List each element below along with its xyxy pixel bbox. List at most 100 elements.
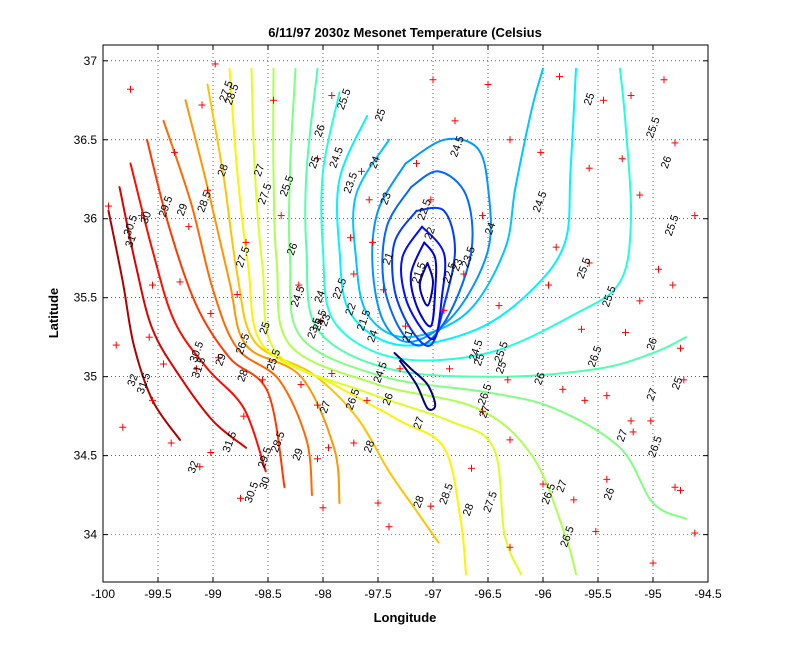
station-marker [545, 281, 552, 289]
y-tick-label: 36.5 [74, 133, 98, 147]
contour-label: 29 [175, 202, 190, 218]
contour-label: 28 [461, 502, 476, 518]
y-axis-ticks: 34 34.5 35 35.5 36 36.5 37 [74, 54, 708, 542]
station-marker [314, 455, 321, 463]
contour-label: 23 [378, 191, 393, 207]
contour-line [146, 138, 286, 489]
station-marker [556, 73, 563, 81]
station-marker [380, 286, 387, 294]
station-marker [270, 96, 277, 104]
x-tick-label: -95.5 [584, 587, 612, 601]
station-marker [629, 428, 637, 436]
contour-label: 31 [123, 234, 138, 250]
contour-label: 32 [125, 373, 140, 389]
contour-label: 28 [362, 439, 377, 455]
contour-line [206, 83, 440, 544]
contour-line [320, 67, 633, 362]
station-marker [160, 360, 167, 368]
contour-line [391, 206, 456, 347]
station-marker [167, 439, 175, 447]
station-marker [211, 60, 219, 68]
plot-frame [102, 44, 709, 583]
contour-label: 32 [186, 459, 201, 475]
contour-label: 27 [645, 387, 660, 403]
station-marker [112, 341, 120, 349]
x-tick-label: -99.5 [144, 587, 172, 601]
station-marker [603, 392, 611, 400]
station-marker [559, 385, 567, 393]
x-tick-label: -100 [91, 587, 115, 601]
contour-label: 24 [365, 328, 380, 344]
x-axis-title: Longitude [374, 610, 437, 625]
station-marker [237, 494, 244, 502]
contour-label: 27 [615, 428, 630, 444]
contour-label: 28 [216, 163, 231, 179]
station-marker [127, 85, 134, 93]
station-marker [677, 344, 684, 352]
station-marker [479, 212, 486, 220]
station-marker [506, 436, 514, 444]
station-marker [119, 423, 127, 431]
station-marker [691, 212, 699, 220]
station-marker [314, 401, 321, 409]
station-marker [328, 370, 336, 378]
x-tick-label: -97 [424, 587, 442, 601]
contour-label: 23 [318, 313, 333, 329]
x-tick-label: -98 [314, 587, 332, 601]
station-marker [171, 148, 178, 156]
station-marker [319, 504, 327, 512]
station-marker [581, 396, 589, 404]
station-marker [233, 291, 241, 299]
station-marker [627, 92, 635, 100]
contour-line [400, 225, 447, 341]
station-marker [427, 502, 435, 510]
station-marker [347, 234, 354, 242]
x-tick-label: -95 [644, 587, 662, 601]
station-marker [585, 259, 593, 267]
contour-line [272, 67, 577, 576]
station-marker [358, 167, 365, 175]
station-marker [552, 243, 560, 251]
station-marker [204, 186, 211, 194]
contour-label: 22 [343, 301, 358, 317]
station-marker [655, 265, 662, 273]
contour-label: 27 [554, 478, 569, 494]
station-marker [618, 155, 626, 163]
contour-label: 28 [235, 368, 250, 384]
contour-label: 25 [670, 376, 685, 392]
contour-line [418, 262, 434, 307]
station-marker [259, 376, 266, 384]
y-tick-label: 37 [84, 54, 98, 68]
station-marker [636, 191, 644, 199]
contour-label: 26 [312, 123, 327, 139]
x-tick-label: -98.5 [254, 587, 282, 601]
station-marker [207, 310, 215, 317]
station-marker [622, 328, 629, 336]
chart-title: 6/11/97 2030z Mesonet Temperature (Celsi… [268, 25, 542, 40]
station-marker [325, 444, 332, 452]
station-marker [451, 117, 459, 125]
station-marker [314, 155, 321, 163]
contour-lines [107, 67, 687, 576]
x-tick-label: -99 [204, 587, 222, 601]
contour-label: 28 [411, 494, 426, 510]
station-marker [636, 297, 644, 305]
station-marker [207, 448, 215, 456]
contour-line [162, 119, 313, 497]
contour-label: 27 [477, 404, 492, 420]
y-tick-label: 35.5 [74, 291, 98, 305]
station-marker [570, 496, 578, 504]
contour-label: 25 [494, 360, 509, 376]
station-marker [365, 196, 373, 204]
station-marker [350, 439, 358, 447]
contour-line [336, 67, 577, 347]
station-marker [479, 407, 486, 415]
contour-label: 23 [450, 257, 465, 273]
contour-label: 25 [307, 155, 322, 171]
contour-label: 27 [411, 415, 426, 431]
station-marker [297, 381, 305, 389]
x-axis-ticks: -100 -99.5 -99 -98.5 -98 -97.5 -97 -96.5 -96 -95.… [91, 45, 722, 601]
station-marker [149, 281, 156, 289]
station-marker [149, 396, 156, 404]
